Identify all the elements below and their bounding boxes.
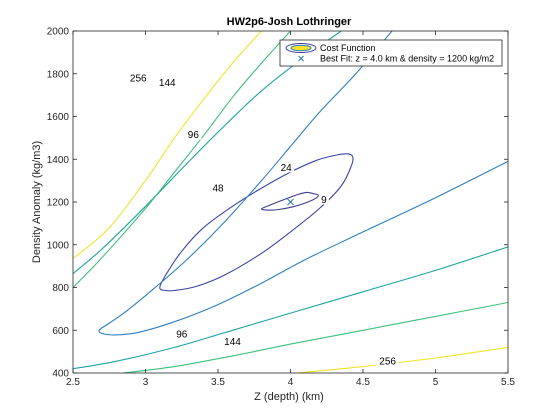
contour-48 [98,160,508,336]
legend-x-marker-icon [298,55,304,62]
y-tick-label: 1600 [47,112,70,123]
y-tick-label: 600 [52,326,69,337]
contour-label-bg [210,182,226,194]
y-axis-label: Density Anomaly (kg/m3) [31,141,43,263]
chart-title: HW2p6-Josh Lothringer [227,16,352,28]
contour-label-24-a: 24 [281,163,293,174]
contour-48-branch [104,31,393,327]
contour-label-256-b: 256 [379,357,396,368]
x-tick-label: 5 [433,377,439,388]
axis-ticks: 2.5 3 3.5 4 4.5 5 5.5 400 600 800 1000 1200 1400 1600… [47,27,516,389]
contour-label-144-a: 144 [159,78,176,89]
contour-256 [297,346,508,373]
contour-label-bg [318,193,329,205]
contour-9 [260,191,319,211]
y-tick-label: 1800 [47,69,70,80]
contour-label-bg [221,335,244,347]
y-tick-label: 1000 [47,240,70,251]
x-axis-label: Z (depth) (km) [254,391,324,403]
contour-label-bg [156,76,179,88]
contour-label-bg [185,128,202,140]
contour-label-bg [173,327,190,339]
best-fit-marker [287,198,294,206]
x-tick-label: 2.5 [66,377,80,388]
x-tick-label: 5.5 [501,377,515,388]
contour-label-bg [127,72,150,84]
legend-entry-best-fit: Best Fit: z = 4.0 km & density = 1200 kg… [320,54,494,64]
contour-lines [73,31,508,373]
plot-area: 9 24 48 96 96 144 144 256 256 [72,30,509,374]
contour-24 [159,153,354,292]
contour-144-branch [73,31,291,288]
contour-label-bg [278,161,295,173]
legend-box [279,39,503,67]
y-tick-label: 1400 [47,155,70,166]
x-tick-label: 4.5 [356,377,370,388]
contour-label-9-a: 9 [321,195,327,206]
contour-label-256-a: 256 [130,74,147,85]
legend-entry-cost-function: Cost Function [320,43,376,53]
x-tick-label: 3.5 [211,377,225,388]
contour-256-branch [73,31,262,260]
contour-label-96-b: 96 [176,329,188,340]
contour-label-bg [376,355,399,367]
contour-label-48-a: 48 [212,184,224,195]
legend-contour-icon [285,43,317,53]
x-tick-label: 4 [288,377,294,388]
contour-label-144-b: 144 [224,337,241,348]
contour-144 [123,301,508,373]
contour-label-96-a: 96 [188,130,200,141]
y-tick-label: 1200 [47,198,70,209]
y-tick-label: 800 [52,283,69,294]
y-tick-label: 400 [52,369,69,380]
contour-96 [73,246,508,370]
x-tick-label: 3 [143,377,149,388]
y-tick-label: 2000 [47,27,70,38]
